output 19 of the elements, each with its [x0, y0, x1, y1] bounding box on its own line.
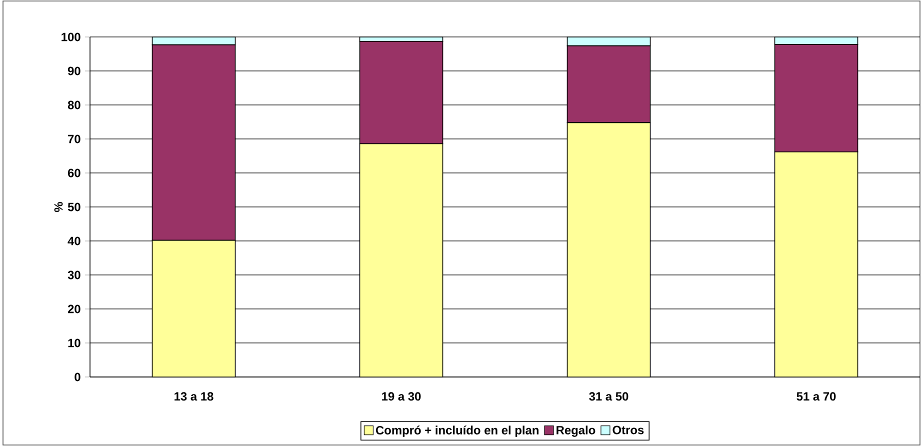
y-tick-label: 70 [68, 134, 80, 144]
y-tick-label: 0 [74, 372, 80, 382]
x-tick-label: 31 a 50 [589, 392, 628, 401]
y-tick-label: 50 [68, 202, 80, 212]
y-tick-label: 40 [68, 236, 80, 246]
y-tick-label: 30 [68, 270, 80, 280]
y-tick-label: 10 [68, 338, 80, 348]
y-tick-label: 20 [68, 304, 80, 314]
legend-label: Otros [612, 426, 644, 434]
y-tick-label: 80 [68, 100, 80, 110]
x-tick-label: 13 a 18 [174, 392, 214, 401]
legend-label: Regalo [556, 426, 596, 437]
x-tick-label: 51 a 70 [796, 392, 836, 401]
legend-label: Compró + incluído en el plan [376, 426, 538, 437]
y-tick-label: 90 [68, 66, 80, 76]
y-tick-label: 60 [68, 168, 80, 178]
y-axis-title: % [54, 202, 63, 212]
y-tick-label: 100 [62, 32, 80, 42]
x-tick-label: 19 a 30 [382, 392, 421, 401]
